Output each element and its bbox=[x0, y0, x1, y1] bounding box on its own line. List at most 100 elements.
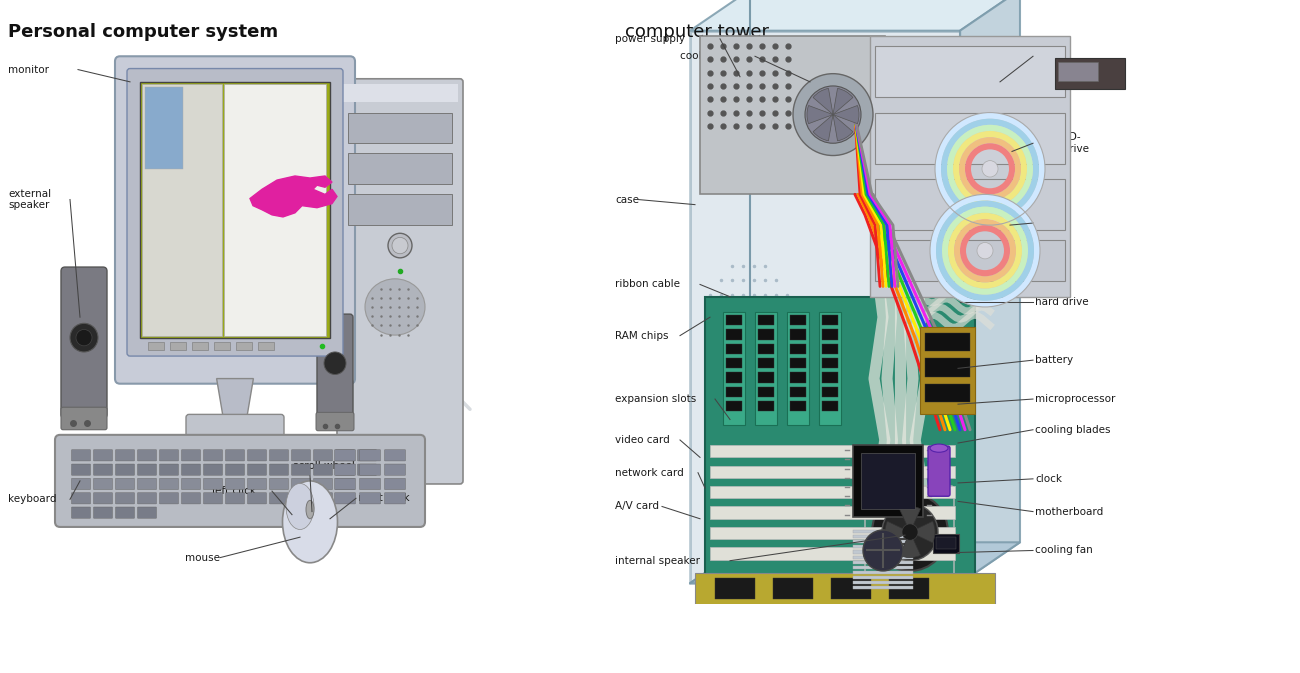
Bar bbox=[831, 578, 871, 598]
Bar bbox=[853, 551, 913, 554]
Bar bbox=[142, 84, 222, 336]
Polygon shape bbox=[959, 0, 1020, 583]
Bar bbox=[853, 445, 923, 517]
FancyBboxPatch shape bbox=[160, 479, 178, 489]
Wedge shape bbox=[910, 522, 935, 543]
Text: CD-RW
drive: CD-RW drive bbox=[1035, 212, 1071, 234]
FancyBboxPatch shape bbox=[358, 450, 377, 461]
FancyBboxPatch shape bbox=[225, 464, 244, 475]
FancyBboxPatch shape bbox=[342, 84, 458, 102]
Bar bbox=[936, 537, 956, 549]
Bar bbox=[926, 384, 970, 402]
Wedge shape bbox=[812, 114, 833, 141]
Bar bbox=[926, 332, 970, 351]
Circle shape bbox=[863, 530, 903, 571]
Text: left click: left click bbox=[212, 486, 256, 496]
Circle shape bbox=[982, 161, 998, 177]
FancyBboxPatch shape bbox=[291, 450, 311, 461]
Bar bbox=[790, 372, 806, 383]
Wedge shape bbox=[833, 106, 859, 124]
Bar bbox=[725, 315, 742, 325]
FancyBboxPatch shape bbox=[313, 450, 333, 461]
Bar bbox=[715, 619, 755, 639]
Circle shape bbox=[793, 73, 874, 155]
Bar bbox=[710, 527, 956, 539]
Text: internal speaker: internal speaker bbox=[615, 556, 699, 566]
FancyBboxPatch shape bbox=[225, 479, 244, 489]
FancyBboxPatch shape bbox=[186, 415, 283, 439]
Bar bbox=[822, 358, 838, 368]
FancyBboxPatch shape bbox=[385, 450, 406, 461]
Bar bbox=[710, 445, 956, 458]
Bar bbox=[758, 372, 774, 383]
Bar bbox=[875, 46, 1065, 97]
Bar bbox=[822, 401, 838, 411]
FancyBboxPatch shape bbox=[335, 450, 355, 461]
Text: cooling fan: cooling fan bbox=[1035, 546, 1093, 555]
Circle shape bbox=[805, 86, 861, 143]
Circle shape bbox=[324, 352, 346, 374]
Bar bbox=[790, 387, 806, 397]
Bar bbox=[725, 344, 742, 354]
Wedge shape bbox=[946, 125, 1034, 213]
Bar bbox=[1058, 63, 1098, 81]
FancyBboxPatch shape bbox=[160, 450, 178, 461]
Bar bbox=[725, 358, 742, 368]
Wedge shape bbox=[959, 225, 1010, 276]
Bar bbox=[875, 179, 1065, 230]
Bar bbox=[758, 330, 774, 340]
FancyBboxPatch shape bbox=[160, 464, 178, 475]
Wedge shape bbox=[930, 194, 1040, 307]
Bar bbox=[822, 344, 838, 354]
Bar bbox=[715, 660, 755, 673]
Text: power supply: power supply bbox=[615, 34, 685, 44]
FancyBboxPatch shape bbox=[55, 435, 425, 527]
Text: network card: network card bbox=[615, 468, 684, 478]
FancyBboxPatch shape bbox=[385, 493, 406, 504]
Text: case: case bbox=[615, 194, 640, 205]
FancyBboxPatch shape bbox=[182, 493, 200, 504]
Bar bbox=[790, 330, 806, 340]
Bar bbox=[853, 576, 913, 579]
FancyBboxPatch shape bbox=[247, 493, 266, 504]
Text: CD/DVD-
ROM drive: CD/DVD- ROM drive bbox=[1035, 133, 1089, 154]
Bar bbox=[889, 619, 929, 639]
Bar bbox=[725, 401, 742, 411]
Text: computer tower: computer tower bbox=[625, 22, 770, 40]
Bar bbox=[889, 660, 929, 673]
Wedge shape bbox=[959, 137, 1020, 201]
FancyBboxPatch shape bbox=[247, 464, 266, 475]
Bar bbox=[755, 312, 777, 425]
FancyBboxPatch shape bbox=[72, 507, 91, 518]
Bar bbox=[819, 312, 841, 425]
FancyBboxPatch shape bbox=[127, 69, 343, 356]
Bar bbox=[822, 330, 838, 340]
Bar bbox=[170, 342, 186, 350]
Polygon shape bbox=[690, 31, 959, 583]
Circle shape bbox=[75, 330, 92, 346]
Bar bbox=[1056, 59, 1124, 89]
Bar bbox=[822, 315, 838, 325]
Wedge shape bbox=[965, 143, 1015, 194]
FancyBboxPatch shape bbox=[182, 464, 200, 475]
FancyBboxPatch shape bbox=[94, 464, 113, 475]
Bar bbox=[758, 387, 774, 397]
Wedge shape bbox=[833, 88, 853, 114]
Bar bbox=[758, 358, 774, 368]
Wedge shape bbox=[948, 213, 1022, 289]
FancyBboxPatch shape bbox=[160, 493, 178, 504]
FancyBboxPatch shape bbox=[360, 450, 381, 461]
Text: external
speaker: external speaker bbox=[8, 188, 51, 211]
Ellipse shape bbox=[930, 444, 948, 452]
Text: scroll wheel: scroll wheel bbox=[292, 460, 355, 470]
Bar bbox=[257, 342, 274, 350]
FancyBboxPatch shape bbox=[358, 464, 377, 475]
Bar bbox=[710, 466, 956, 478]
Text: cooling blades: cooling blades bbox=[1035, 425, 1110, 435]
FancyBboxPatch shape bbox=[360, 479, 381, 489]
Bar bbox=[758, 401, 774, 411]
FancyBboxPatch shape bbox=[225, 450, 244, 461]
FancyBboxPatch shape bbox=[204, 493, 222, 504]
Text: battery: battery bbox=[1035, 355, 1072, 365]
FancyBboxPatch shape bbox=[204, 450, 222, 461]
